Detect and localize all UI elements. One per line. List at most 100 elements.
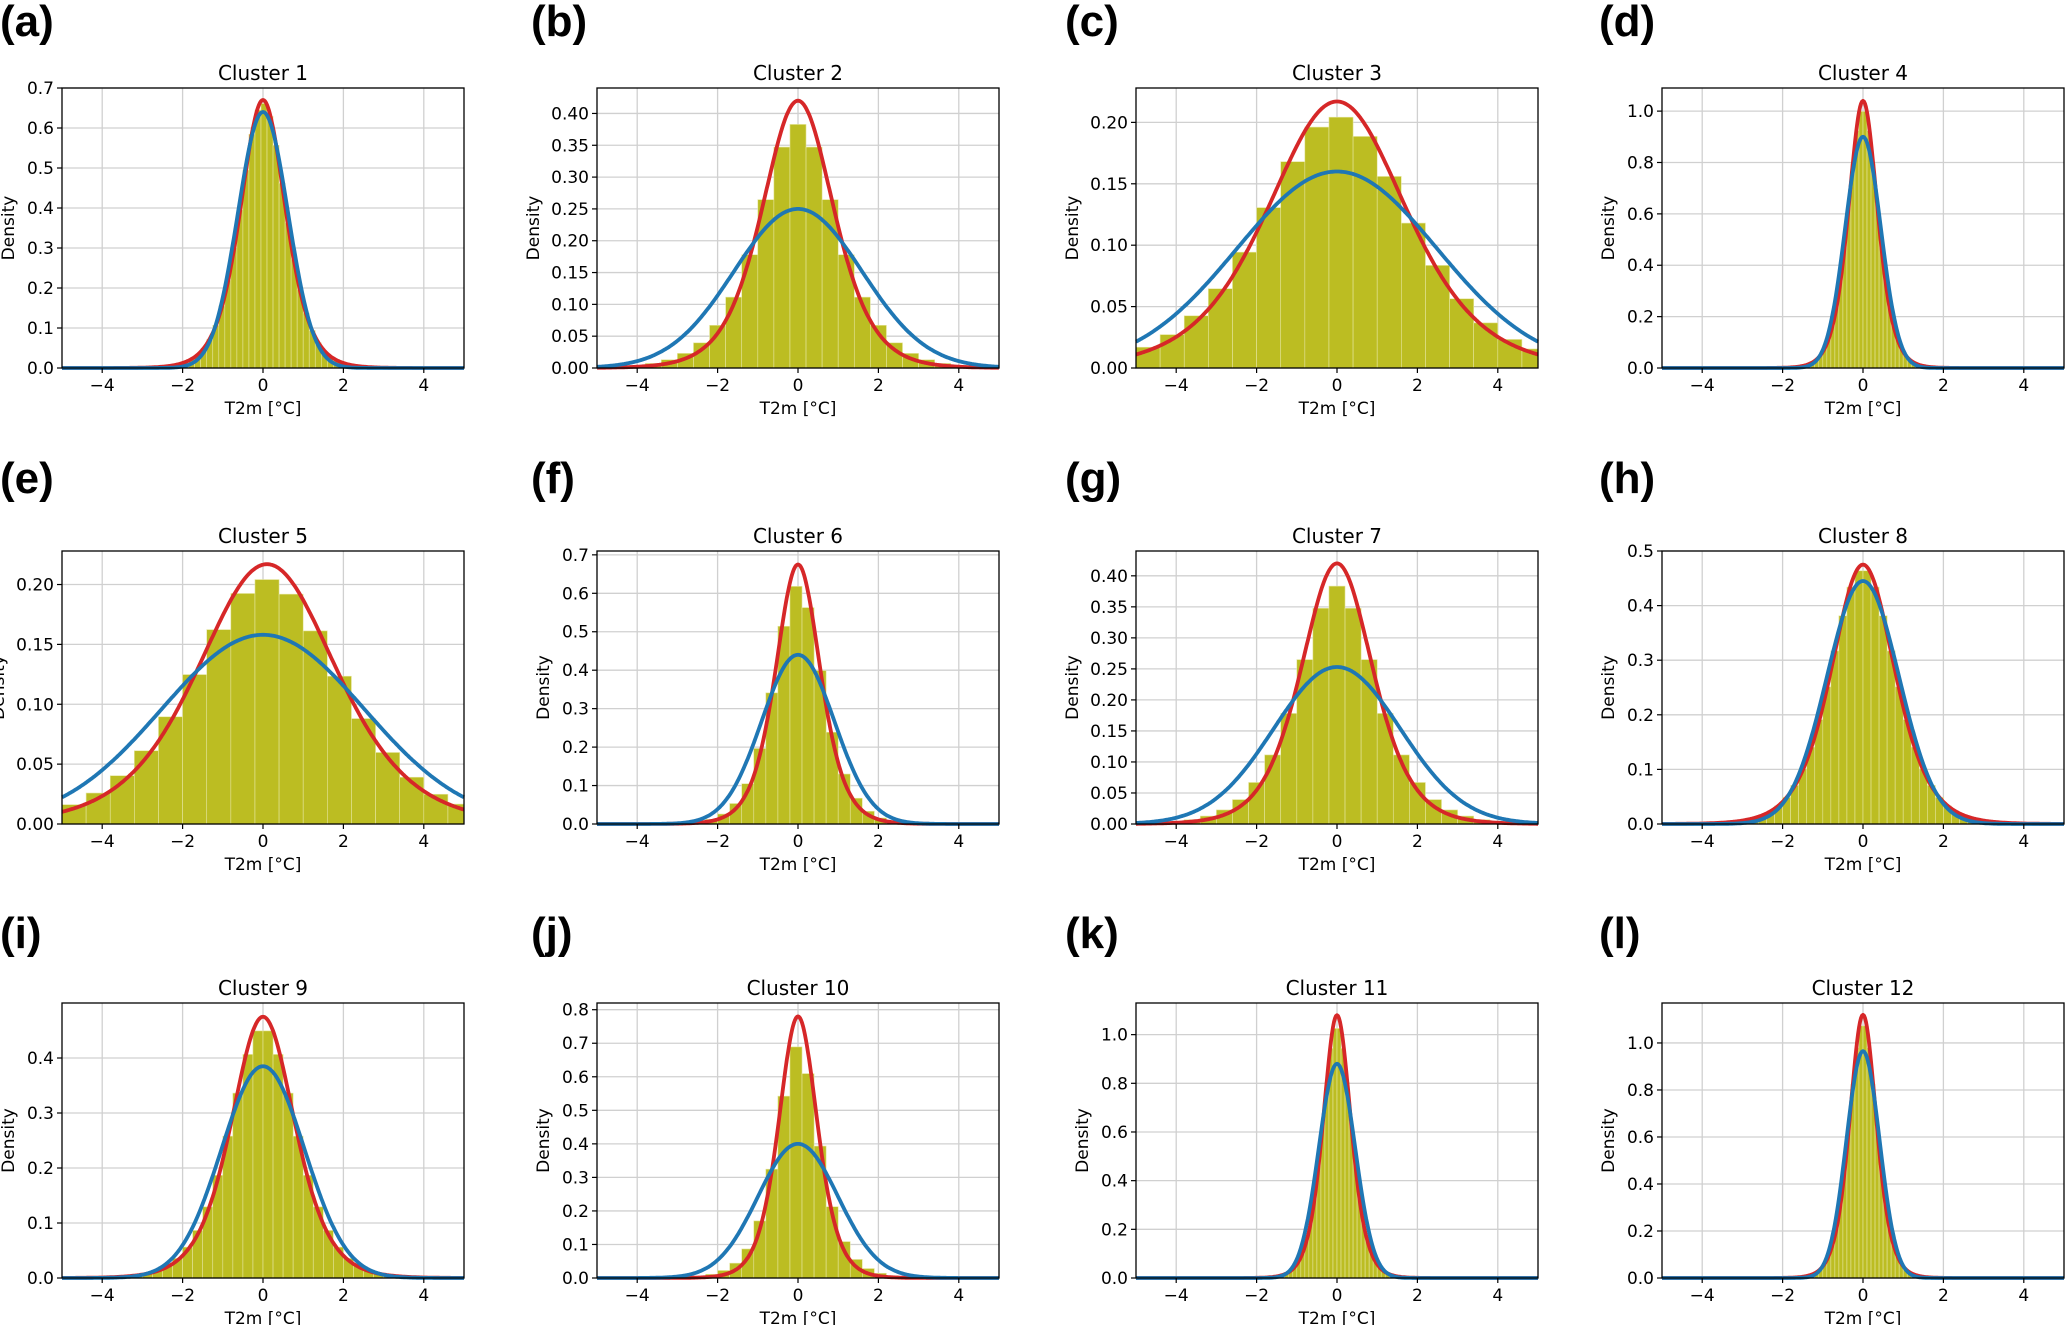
histogram-bar (1870, 586, 1880, 825)
x-tick-label: 0 (258, 832, 269, 852)
y-tick-label: 0.15 (551, 264, 589, 284)
histogram-bar (1449, 298, 1474, 369)
x-axis-label: T2m [°C] (759, 399, 837, 419)
y-tick-label: 0.4 (1101, 1172, 1128, 1192)
y-tick-label: 0.10 (16, 695, 54, 715)
y-tick-label: 0.20 (16, 576, 54, 596)
y-tick-label: 0.00 (1090, 359, 1128, 379)
y-tick-label: 0.6 (562, 584, 589, 604)
panel-title: Cluster 7 (1292, 524, 1382, 548)
x-tick-label: 0 (258, 1286, 269, 1306)
x-axis-label: T2m [°C] (1298, 855, 1376, 875)
panel-label: (h) (1599, 454, 1655, 503)
x-tick-label: −2 (170, 832, 195, 852)
red-fit-curve (596, 98, 1000, 370)
red-fit-curve (61, 562, 465, 814)
x-tick-label: −4 (1164, 832, 1189, 852)
panel-b: (b) Cluster 2 −4 −2 0 2 4 0.00 0.05 0.10 0.15 0.20 0… (524, 0, 1000, 419)
y-tick-label: 0.2 (27, 279, 54, 299)
blue-fit-curve (1135, 169, 1539, 344)
y-tick-label: 0.0 (562, 815, 589, 835)
histogram-bar (777, 625, 791, 825)
histogram-bar (1830, 650, 1840, 825)
x-tick-label: 2 (873, 832, 884, 852)
panel-label: (b) (531, 0, 587, 46)
histogram-bar (182, 674, 208, 825)
y-tick-label: 0.25 (1090, 660, 1128, 680)
y-axis-label: Density (534, 655, 554, 720)
x-tick-label: −2 (1244, 1286, 1269, 1306)
x-tick-label: 4 (1492, 832, 1503, 852)
y-tick-label: 0.5 (562, 623, 589, 643)
histogram-bar (1328, 116, 1354, 369)
x-tick-label: 2 (873, 1286, 884, 1306)
y-tick-label: 0.6 (1627, 1128, 1654, 1148)
histogram-bar (242, 169, 250, 369)
y-tick-label: 0.6 (1101, 1123, 1128, 1143)
y-tick-label: 0.3 (562, 700, 589, 720)
x-tick-label: −2 (1244, 376, 1269, 396)
x-tick-label: −2 (1770, 1286, 1795, 1306)
x-axis-label: T2m [°C] (224, 1309, 302, 1325)
y-tick-label: 0.20 (1090, 113, 1128, 133)
y-tick-label: 0.10 (1090, 236, 1128, 256)
x-tick-label: 4 (418, 832, 429, 852)
y-tick-label: 0.2 (1101, 1220, 1128, 1240)
x-tick-label: −4 (90, 1286, 115, 1306)
x-axis-label: T2m [°C] (759, 1309, 837, 1325)
x-tick-label: 2 (1938, 832, 1949, 852)
histogram-bar (282, 1092, 294, 1279)
y-axis-label: Density (0, 1108, 19, 1173)
panel-label: (j) (531, 909, 573, 958)
x-tick-label: 0 (258, 376, 269, 396)
y-tick-label: 0.05 (16, 755, 54, 775)
panel-title: Cluster 3 (1292, 61, 1382, 85)
y-tick-label: 0.6 (1627, 205, 1654, 225)
y-tick-label: 0.5 (1627, 542, 1654, 562)
y-tick-label: 0.6 (562, 1068, 589, 1088)
blue-fit-curve (1135, 665, 1539, 825)
histogram-bar (206, 629, 232, 825)
y-tick-label: 0.5 (562, 1101, 589, 1121)
y-tick-label: 0.25 (551, 200, 589, 220)
panel-title: Cluster 11 (1286, 976, 1389, 1000)
y-tick-label: 0.3 (562, 1168, 589, 1188)
panel-title: Cluster 2 (753, 61, 843, 85)
y-tick-label: 0.0 (1627, 1269, 1654, 1289)
y-tick-label: 0.2 (562, 1202, 589, 1222)
y-tick-label: 0.1 (562, 777, 589, 797)
histogram-bar (375, 752, 400, 825)
x-tick-label: 0 (1858, 376, 1869, 396)
histogram-bar (278, 593, 304, 825)
panel-h: (h) Cluster 8 −4 −2 0 2 4 0.0 0.1 0.2 0.3 0.4 0.5 T2m… (1599, 454, 2065, 875)
y-axis-label: Density (1063, 655, 1083, 720)
y-axis-label: Density (1063, 196, 1083, 261)
x-tick-label: 4 (1492, 1286, 1503, 1306)
y-tick-label: 0.4 (1627, 597, 1654, 617)
x-tick-label: −4 (1164, 376, 1189, 396)
y-tick-label: 0.00 (16, 815, 54, 835)
x-tick-label: 0 (1332, 832, 1343, 852)
histogram-bar (248, 133, 256, 369)
x-tick-label: −4 (1164, 1286, 1189, 1306)
x-tick-label: 4 (953, 1286, 964, 1306)
x-tick-label: 4 (953, 832, 964, 852)
y-axis-label: Density (524, 196, 544, 261)
y-tick-label: 0.3 (27, 239, 54, 259)
y-tick-label: 0.0 (562, 1269, 589, 1289)
x-tick-label: −2 (170, 1286, 195, 1306)
y-tick-label: 0.20 (551, 232, 589, 252)
panel-e: (e) Cluster 5 −4 −2 0 2 4 0.00 0.05 0.10 0.15 0.20 T… (0, 454, 465, 875)
x-tick-label: −2 (1770, 376, 1795, 396)
x-tick-label: 2 (338, 1286, 349, 1306)
histogram-bar (232, 1092, 244, 1279)
x-tick-label: −4 (1690, 376, 1715, 396)
panel-label: (k) (1065, 909, 1119, 958)
panel-j: (j) Cluster 10 −4 −2 0 2 4 0.0 0.1 0.2 0.3 0.4 0.5 0.… (531, 909, 1000, 1325)
y-tick-label: 0.20 (1090, 691, 1128, 711)
y-tick-label: 0.10 (551, 295, 589, 315)
x-axis-label: T2m [°C] (759, 855, 837, 875)
red-fit-curve (1135, 561, 1539, 826)
x-tick-label: −2 (705, 1286, 730, 1306)
